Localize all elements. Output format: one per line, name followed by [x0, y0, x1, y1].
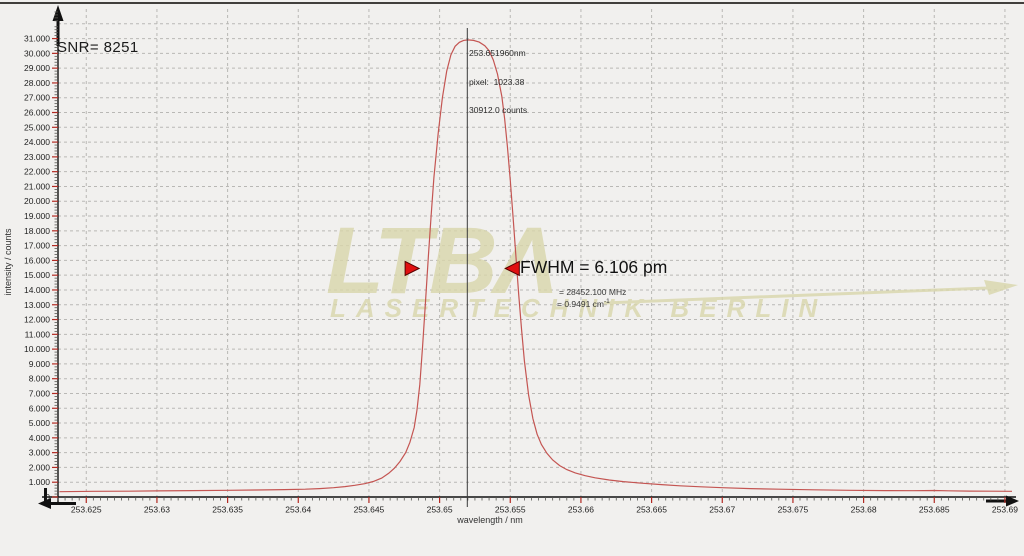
y-tick-label: 27.000 — [24, 93, 50, 103]
snr-label: SNR= 8251 — [57, 39, 139, 56]
x-tick-label: 253.66 — [568, 505, 594, 515]
y-tick-label: 22.000 — [24, 167, 50, 177]
x-tick-label: 253.65 — [427, 505, 453, 515]
y-tick-label: 20.000 — [24, 196, 50, 206]
y-tick-label: 3.000 — [29, 448, 51, 458]
y-tick-label: 5.000 — [29, 418, 51, 428]
y-tick-label: 17.000 — [24, 241, 50, 251]
fwhm-wavenumber-value: = 0.9491 cm — [557, 299, 605, 309]
x-tick-label: 253.68 — [851, 505, 877, 515]
y-tick-label: 0 — [45, 492, 50, 502]
y-tick-label: 21.000 — [24, 181, 50, 191]
spectrum-curve — [59, 39, 1013, 493]
y-tick-label: 16.000 — [24, 255, 50, 265]
origin-arrow-shaft — [48, 502, 76, 505]
origin-arrow-icon — [38, 498, 51, 509]
peak-info: 253.651960nm pixel: 1023.38 30912.0 coun… — [469, 30, 527, 135]
y-tick-label: 19.000 — [24, 211, 50, 221]
watermark-swoosh — [603, 286, 989, 305]
y-tick-label: 7.000 — [29, 388, 51, 398]
fwhm-mhz-label: = 28452.100 MHz — [559, 287, 627, 297]
y-tick-label: 9.000 — [29, 359, 51, 369]
peak-counts: 30912.0 counts — [469, 105, 528, 115]
fwhm-wavenumber-exponent: -1 — [604, 298, 610, 306]
x-tick-label: 253.665 — [636, 505, 667, 515]
y-tick-label: 8.000 — [29, 374, 51, 384]
x-axis-arrow-shaft — [986, 499, 1010, 503]
y-tick-label: 29.000 — [24, 63, 50, 73]
peak-pixel: pixel: 1023.38 — [469, 76, 525, 87]
fwhm-right-cursor[interactable] — [504, 260, 520, 277]
y-tick-label: 10.000 — [24, 344, 50, 354]
x-tick-label: 253.655 — [495, 505, 526, 515]
y-axis-arrow-icon — [52, 5, 64, 21]
fwhm-wavenumber-label: = 0.9491 cm-1 — [557, 298, 610, 309]
x-tick-label: 253.69 — [992, 505, 1018, 515]
x-axis-arrow-icon — [1006, 495, 1019, 507]
watermark-swoosh-arrow-icon — [984, 280, 1018, 295]
fwhm-left-cursor[interactable] — [404, 260, 421, 277]
y-tick-label: 6.000 — [29, 403, 51, 413]
y-tick-label: 30.000 — [24, 48, 50, 58]
peak-wavelength: 253.651960nm — [469, 48, 526, 58]
y-tick-label: 4.000 — [29, 433, 51, 443]
x-tick-label: 253.625 — [71, 505, 102, 515]
y-tick-label: 25.000 — [24, 122, 50, 132]
y-tick-label: 13.000 — [24, 300, 50, 310]
y-tick-label: 11.000 — [25, 329, 51, 339]
y-axis-title: intensity / counts — [3, 228, 13, 296]
y-tick-label: 18.000 — [24, 226, 50, 236]
x-tick-label: 253.685 — [919, 505, 950, 515]
y-tick-label: 2.000 — [29, 462, 51, 472]
y-tick-label: 23.000 — [24, 152, 50, 162]
x-tick-label: 253.675 — [778, 505, 809, 515]
fwhm-label: FWHM = 6.106 pm — [520, 257, 668, 277]
y-tick-label: 14.000 — [24, 285, 50, 295]
y-tick-label: 24.000 — [24, 137, 50, 147]
x-tick-label: 253.645 — [354, 505, 385, 515]
window-top-border — [0, 2, 1024, 4]
y-tick-label: 26.000 — [24, 108, 50, 118]
x-axis-title: wavelength / nm — [456, 515, 523, 525]
x-tick-label: 253.635 — [212, 505, 243, 515]
x-tick-label: 253.64 — [285, 505, 311, 515]
x-tick-label: 253.67 — [709, 505, 735, 515]
y-tick-label: 15.000 — [24, 270, 50, 280]
y-tick-label: 12.000 — [24, 315, 50, 325]
origin-marker — [44, 488, 47, 503]
y-tick-label: 28.000 — [24, 78, 50, 88]
y-tick-label: 31.000 — [24, 34, 50, 44]
x-tick-label: 253.63 — [144, 505, 170, 515]
y-tick-label: 1.000 — [29, 477, 51, 487]
